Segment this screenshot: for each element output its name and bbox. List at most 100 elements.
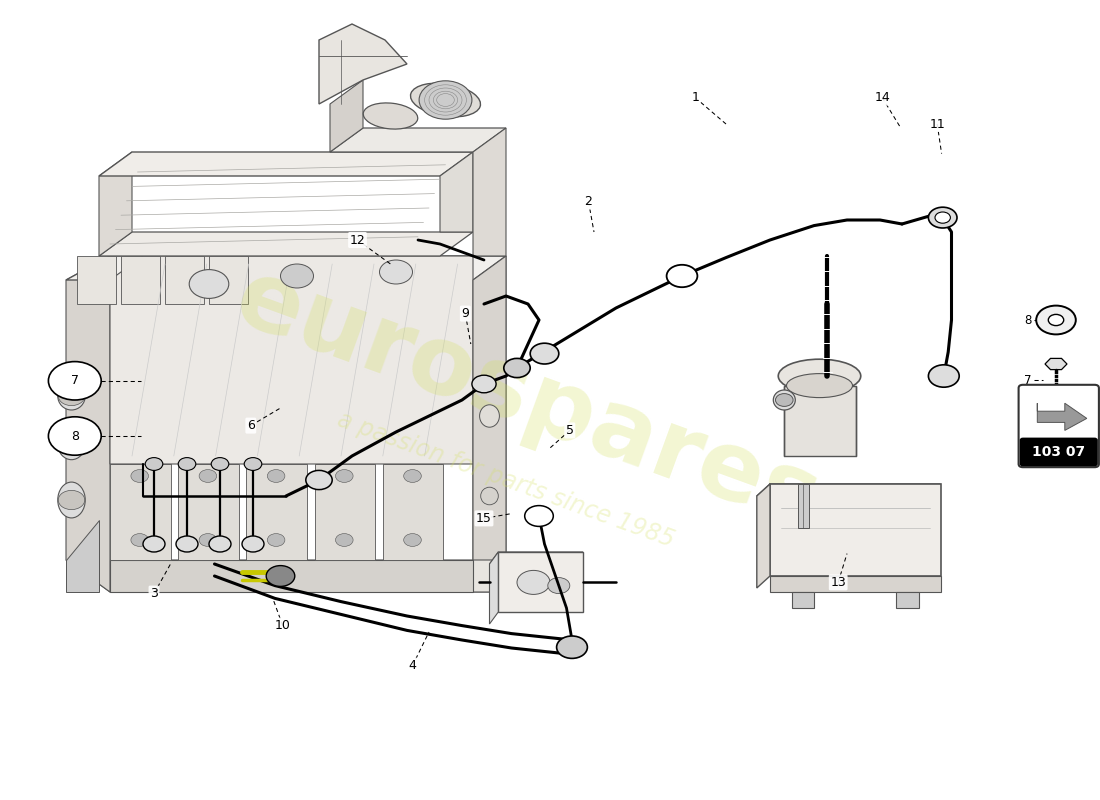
- Polygon shape: [330, 128, 506, 152]
- Circle shape: [178, 458, 196, 470]
- Polygon shape: [66, 256, 506, 280]
- Circle shape: [336, 534, 353, 546]
- Ellipse shape: [773, 390, 795, 410]
- Ellipse shape: [481, 487, 498, 505]
- Polygon shape: [246, 464, 307, 560]
- Circle shape: [131, 534, 149, 546]
- Ellipse shape: [57, 482, 86, 518]
- Circle shape: [306, 470, 332, 490]
- Polygon shape: [110, 256, 473, 464]
- Ellipse shape: [410, 83, 481, 117]
- Text: 2: 2: [584, 195, 593, 208]
- Circle shape: [131, 470, 149, 482]
- Polygon shape: [77, 256, 116, 304]
- Polygon shape: [66, 520, 99, 592]
- Polygon shape: [473, 128, 506, 256]
- Polygon shape: [498, 552, 583, 612]
- Circle shape: [557, 636, 587, 658]
- Text: 7: 7: [1024, 374, 1032, 386]
- Polygon shape: [473, 256, 506, 592]
- Circle shape: [1048, 314, 1064, 326]
- Polygon shape: [490, 552, 583, 564]
- Polygon shape: [99, 152, 473, 176]
- Text: 15: 15: [476, 512, 492, 525]
- Circle shape: [472, 375, 496, 393]
- Text: 11: 11: [930, 118, 945, 130]
- FancyBboxPatch shape: [1019, 385, 1099, 467]
- Polygon shape: [315, 464, 375, 560]
- Polygon shape: [473, 256, 506, 560]
- Text: 12: 12: [350, 234, 365, 246]
- Ellipse shape: [786, 374, 852, 398]
- Circle shape: [267, 534, 285, 546]
- Circle shape: [935, 212, 950, 223]
- Polygon shape: [896, 592, 918, 608]
- Text: 14: 14: [874, 91, 890, 104]
- Circle shape: [419, 81, 472, 119]
- Text: 13: 13: [830, 576, 846, 589]
- Polygon shape: [792, 592, 814, 608]
- Circle shape: [211, 458, 229, 470]
- Text: 8: 8: [1024, 314, 1032, 326]
- Polygon shape: [757, 484, 940, 496]
- Polygon shape: [798, 484, 808, 528]
- Ellipse shape: [480, 405, 499, 427]
- Polygon shape: [165, 256, 204, 304]
- Circle shape: [525, 506, 553, 526]
- Circle shape: [199, 534, 217, 546]
- Polygon shape: [110, 464, 170, 560]
- Circle shape: [667, 265, 697, 287]
- Polygon shape: [99, 232, 473, 256]
- Circle shape: [266, 566, 295, 586]
- Text: 8: 8: [70, 430, 79, 442]
- Circle shape: [530, 343, 559, 364]
- Text: 10: 10: [275, 619, 290, 632]
- Text: 103 07: 103 07: [1032, 445, 1086, 459]
- Polygon shape: [99, 152, 132, 256]
- Polygon shape: [770, 484, 940, 576]
- Circle shape: [1036, 306, 1076, 334]
- Circle shape: [244, 458, 262, 470]
- Circle shape: [267, 470, 285, 482]
- Polygon shape: [757, 484, 770, 588]
- Text: 9: 9: [461, 307, 470, 320]
- Polygon shape: [330, 80, 363, 152]
- Polygon shape: [319, 24, 407, 104]
- Circle shape: [928, 365, 959, 387]
- Polygon shape: [490, 552, 498, 624]
- Polygon shape: [770, 576, 940, 592]
- Polygon shape: [121, 256, 160, 304]
- Polygon shape: [1045, 358, 1067, 370]
- Polygon shape: [440, 152, 473, 232]
- Circle shape: [928, 207, 957, 228]
- Polygon shape: [784, 386, 856, 456]
- Ellipse shape: [57, 428, 86, 460]
- Polygon shape: [110, 560, 473, 592]
- Circle shape: [58, 490, 85, 510]
- Circle shape: [336, 470, 353, 482]
- Circle shape: [48, 417, 101, 455]
- Text: 4: 4: [408, 659, 417, 672]
- Circle shape: [504, 358, 530, 378]
- Polygon shape: [178, 464, 239, 560]
- Polygon shape: [66, 256, 110, 592]
- Text: 7: 7: [70, 374, 79, 387]
- Text: a passion for parts since 1985: a passion for parts since 1985: [334, 408, 678, 552]
- Circle shape: [404, 470, 421, 482]
- Text: 1: 1: [691, 91, 700, 104]
- Circle shape: [199, 470, 217, 482]
- Ellipse shape: [779, 359, 860, 393]
- Circle shape: [404, 534, 421, 546]
- Circle shape: [517, 570, 550, 594]
- Circle shape: [176, 536, 198, 552]
- Circle shape: [280, 264, 314, 288]
- Polygon shape: [383, 464, 443, 560]
- Circle shape: [548, 578, 570, 594]
- Ellipse shape: [363, 103, 418, 129]
- Circle shape: [209, 536, 231, 552]
- Polygon shape: [1037, 403, 1087, 430]
- Polygon shape: [209, 256, 248, 304]
- Ellipse shape: [57, 382, 86, 410]
- Circle shape: [48, 362, 101, 400]
- Text: eurospares: eurospares: [223, 251, 833, 549]
